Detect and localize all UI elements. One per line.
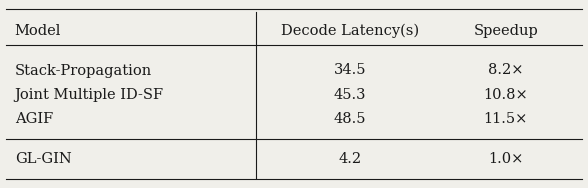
Text: 11.5×: 11.5× bbox=[483, 112, 528, 126]
Text: Joint Multiple ID-SF: Joint Multiple ID-SF bbox=[15, 88, 164, 102]
Text: Speedup: Speedup bbox=[473, 24, 538, 38]
Text: Decode Latency(s): Decode Latency(s) bbox=[281, 24, 419, 38]
Text: 48.5: 48.5 bbox=[333, 112, 366, 126]
Text: Stack-Propagation: Stack-Propagation bbox=[15, 64, 152, 77]
Text: 4.2: 4.2 bbox=[338, 152, 362, 166]
Text: 1.0×: 1.0× bbox=[488, 152, 523, 166]
Text: 10.8×: 10.8× bbox=[483, 88, 528, 102]
Text: Model: Model bbox=[15, 24, 61, 38]
Text: AGIF: AGIF bbox=[15, 112, 53, 126]
Text: 34.5: 34.5 bbox=[333, 64, 366, 77]
Text: 8.2×: 8.2× bbox=[488, 64, 523, 77]
Text: GL-GIN: GL-GIN bbox=[15, 152, 72, 166]
Text: 45.3: 45.3 bbox=[333, 88, 366, 102]
